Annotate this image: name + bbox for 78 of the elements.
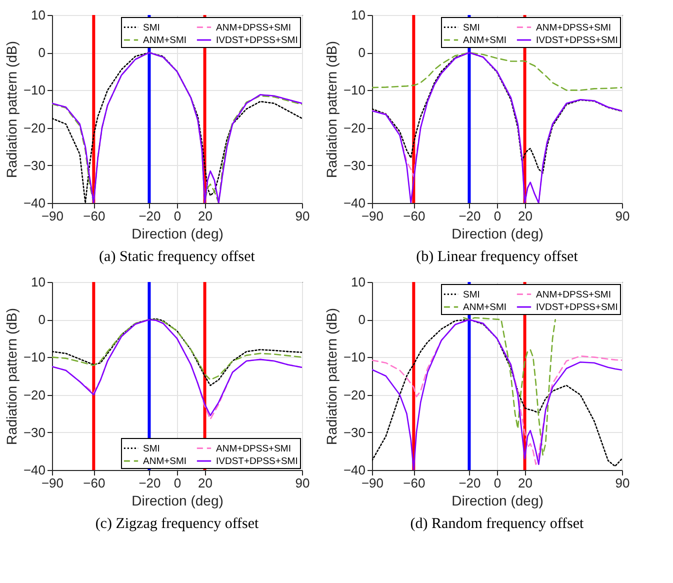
x-tick-label: −60 xyxy=(83,208,106,224)
legend-label: IVDST+DPSS+SMI xyxy=(536,302,618,313)
x-tick-label: 0 xyxy=(494,208,502,224)
x-tick-label: −60 xyxy=(83,476,106,490)
legend-label: ANM+SMI xyxy=(463,35,507,46)
legend-label: SMI xyxy=(143,22,160,34)
x-tick-label: 20 xyxy=(518,208,533,224)
text: (c) Zigzag frequency offset xyxy=(95,516,260,532)
text: (d) Random frequency offset xyxy=(410,516,585,532)
x-tick-label: 90 xyxy=(295,208,310,224)
y-tick-label: −20 xyxy=(23,120,46,136)
legend-label: SMI xyxy=(463,289,480,300)
legend-label: ANM+SMI xyxy=(143,456,187,467)
y-axis-title: Radiation pattern (dB) xyxy=(3,41,20,178)
legend-label: IVDST+DPSS+SMI xyxy=(536,35,618,46)
y-tick-label: −20 xyxy=(343,387,366,402)
y-tick-label: −40 xyxy=(23,462,46,478)
x-tick-label: −20 xyxy=(138,476,161,490)
text: (a) Static frequency offset xyxy=(99,249,256,265)
x-tick-label: −60 xyxy=(403,476,426,490)
x-tick-label: −20 xyxy=(458,208,481,224)
y-tick-label: 0 xyxy=(38,45,46,60)
y-tick-label: −30 xyxy=(23,424,46,440)
x-tick-label: 0 xyxy=(174,476,182,490)
x-tick-label: −20 xyxy=(138,208,161,224)
legend-label: ANM+DPSS+SMI xyxy=(536,289,611,300)
legend-label: IVDST+DPSS+SMI xyxy=(216,35,298,46)
y-tick-label: −40 xyxy=(23,196,46,210)
y-tick-label: 10 xyxy=(351,274,366,290)
x-tick-label: 0 xyxy=(494,476,502,490)
y-tick-label: 10 xyxy=(31,274,46,290)
x-axis-title: Direction (deg) xyxy=(132,226,224,242)
x-tick-label: 20 xyxy=(198,476,213,490)
legend-label: ANM+DPSS+SMI xyxy=(216,22,291,34)
legend-label: ANM+SMI xyxy=(463,302,507,313)
line-series xyxy=(372,52,622,91)
y-tick-label: 0 xyxy=(38,312,46,328)
line-series xyxy=(463,317,556,456)
y-tick-label: −40 xyxy=(343,196,366,210)
y-tick-label: 10 xyxy=(351,8,366,22)
legend-label: IVDST+DPSS+SMI xyxy=(216,456,298,467)
y-tick-label: −30 xyxy=(343,424,366,440)
legend-label: ANM+SMI xyxy=(143,35,187,46)
y-tick-label: −30 xyxy=(343,158,366,173)
y-tick-label: −10 xyxy=(23,82,46,98)
text: (b) Linear frequency offset xyxy=(416,249,579,265)
x-axis-title: Direction (deg) xyxy=(452,226,544,242)
y-tick-label: 0 xyxy=(358,45,366,60)
y-axis-title: Radiation pattern (dB) xyxy=(323,308,340,445)
y-axis-title: Radiation pattern (dB) xyxy=(3,308,20,445)
x-tick-label: −90 xyxy=(361,476,384,490)
y-tick-label: −20 xyxy=(23,387,46,402)
y-tick-label: −30 xyxy=(23,158,46,173)
legend-label: SMI xyxy=(463,22,480,34)
legend-label: SMI xyxy=(143,443,160,454)
y-tick-label: −20 xyxy=(343,120,366,136)
x-tick-label: 90 xyxy=(295,476,310,490)
y-tick-label: −10 xyxy=(343,82,366,98)
x-tick-label: 90 xyxy=(615,208,630,224)
x-tick-label: −60 xyxy=(403,208,426,224)
x-tick-label: −90 xyxy=(361,208,384,224)
y-tick-label: −10 xyxy=(343,350,366,365)
x-tick-label: −90 xyxy=(41,476,64,490)
x-tick-label: 90 xyxy=(615,476,630,490)
legend-label: ANM+DPSS+SMI xyxy=(216,443,291,454)
y-tick-label: 10 xyxy=(31,8,46,22)
y-axis-title: Radiation pattern (dB) xyxy=(323,41,340,178)
x-tick-label: 20 xyxy=(518,476,533,490)
x-tick-label: 0 xyxy=(174,208,182,224)
x-tick-label: 20 xyxy=(198,208,213,224)
y-tick-label: 0 xyxy=(358,312,366,328)
x-axis-title: Direction (deg) xyxy=(132,492,224,508)
y-tick-label: −10 xyxy=(23,350,46,365)
legend-label: ANM+DPSS+SMI xyxy=(536,22,611,34)
x-tick-label: −20 xyxy=(458,476,481,490)
x-tick-label: −90 xyxy=(41,208,64,224)
x-axis-title: Direction (deg) xyxy=(452,492,544,508)
y-tick-label: −40 xyxy=(343,462,366,478)
